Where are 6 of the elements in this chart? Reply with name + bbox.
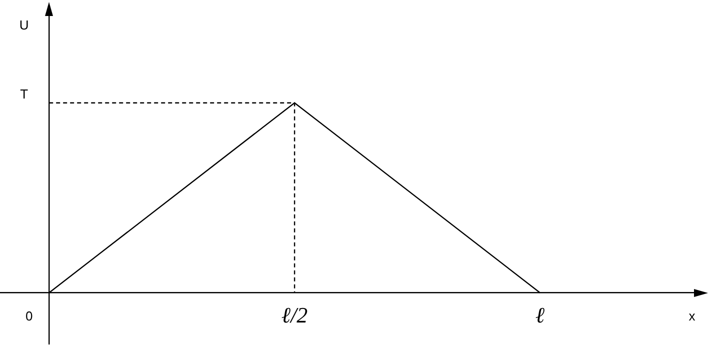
x-tick-label: ℓ/2 [281, 302, 308, 328]
text: T [20, 86, 28, 102]
x-axis-title: x [688, 308, 696, 324]
text: U [19, 18, 29, 33]
x-tick-label: 0 [25, 308, 33, 324]
x-tick-label: ℓ [535, 302, 546, 328]
